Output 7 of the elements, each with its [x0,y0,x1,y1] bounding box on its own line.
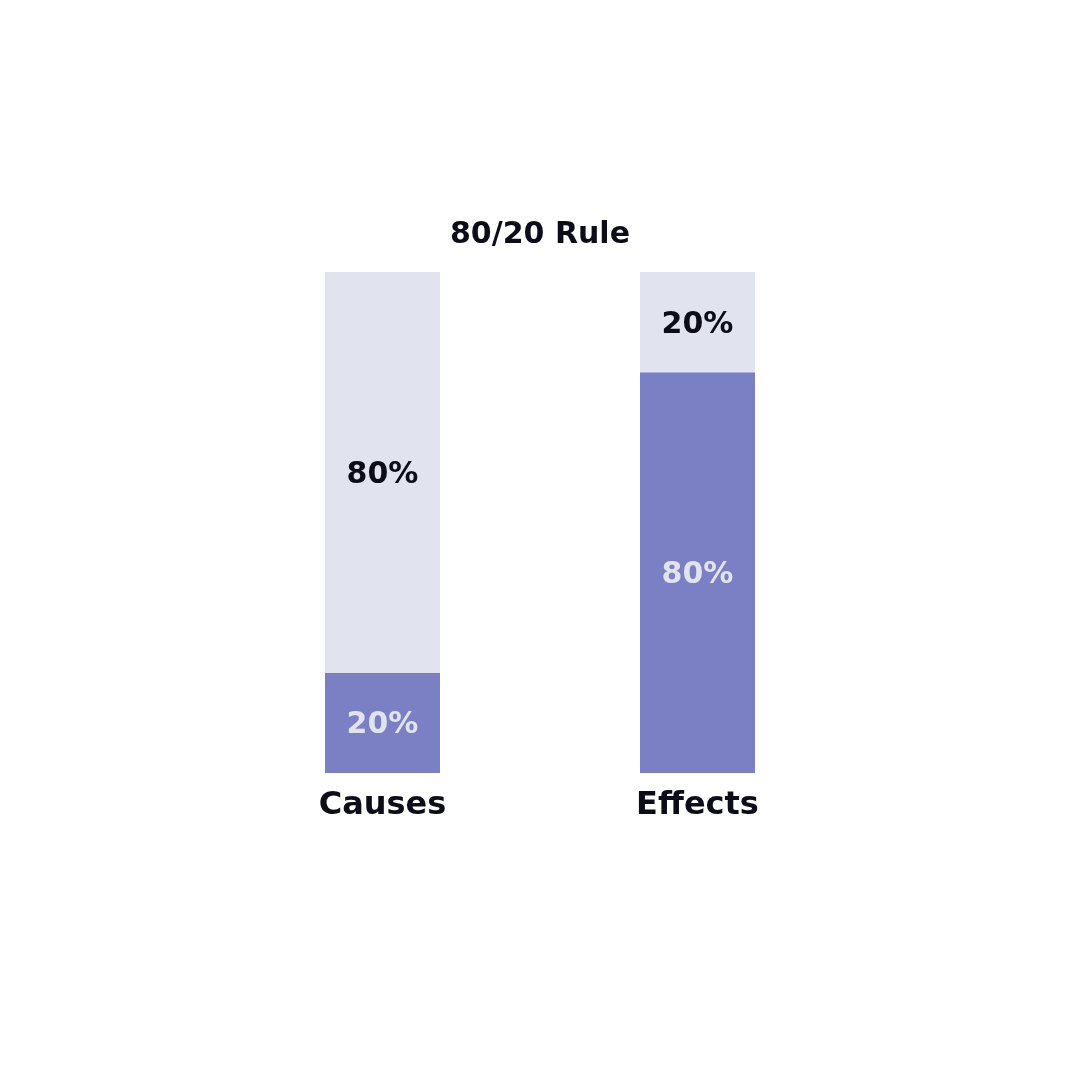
data-label: 80% [346,454,419,490]
data-label: 80% [661,555,734,591]
data-label: 20% [346,705,419,741]
chart-title: 80/20 Rule [450,214,630,250]
x-tick-label: Effects [636,784,759,822]
x-tick-label: Causes [318,784,447,822]
data-label: 20% [661,304,734,340]
